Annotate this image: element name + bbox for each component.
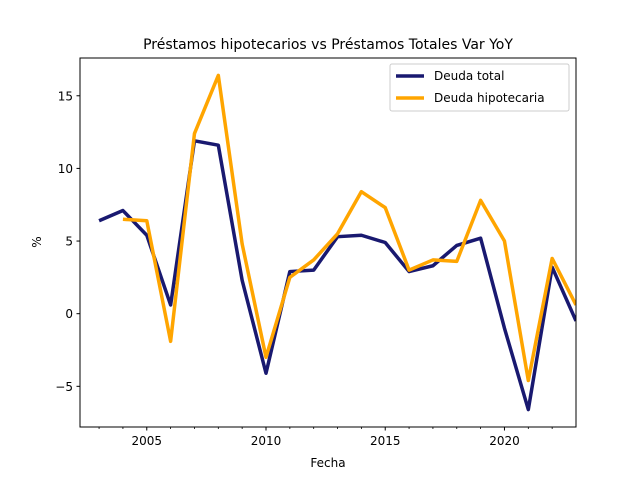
x-tick-label: 2020 — [489, 434, 520, 448]
data-point-deuda-total — [121, 209, 125, 213]
chart-title: Préstamos hipotecarios vs Préstamos Tota… — [143, 37, 513, 53]
y-tick-label: −5 — [55, 380, 73, 394]
series-layer — [97, 73, 576, 412]
data-point-deuda-hipotecaria — [264, 355, 268, 359]
plot-area-frame — [79, 57, 577, 428]
x-axis: 2005 2010 2015 2020 — [98, 427, 553, 448]
data-point-deuda-hipotecaria — [336, 232, 340, 236]
data-point-deuda-total — [312, 268, 316, 272]
series-line-deuda-hipotecaria — [122, 73, 576, 383]
legend-frame — [389, 63, 570, 112]
y-tick-label: 15 — [58, 89, 73, 103]
data-point-deuda-hipotecaria — [169, 339, 173, 343]
data-point-deuda-total — [455, 243, 459, 247]
data-point-deuda-hipotecaria — [288, 275, 292, 279]
data-point-deuda-total — [288, 270, 292, 274]
x-tick-label: 2005 — [131, 434, 162, 448]
data-point-deuda-hipotecaria — [431, 258, 435, 262]
data-point-deuda-hipotecaria — [240, 242, 244, 246]
data-point-deuda-total — [479, 236, 483, 240]
series-line-deuda-total — [98, 139, 576, 412]
x-tick-label: 2015 — [370, 434, 401, 448]
data-point-deuda-total — [359, 233, 363, 237]
data-point-deuda-hipotecaria — [216, 73, 220, 77]
y-axis-label: % — [30, 236, 44, 247]
x-tick-label: 2010 — [251, 434, 282, 448]
data-point-deuda-total — [216, 143, 220, 147]
y-tick-label: 5 — [65, 235, 73, 249]
data-point-deuda-hipotecaria — [455, 259, 459, 263]
data-point-deuda-hipotecaria — [359, 190, 363, 194]
data-point-deuda-hipotecaria — [550, 256, 554, 260]
legend: Deuda total Deuda hipotecaria — [389, 63, 570, 112]
data-point-deuda-total — [169, 303, 173, 307]
data-point-deuda-total — [431, 264, 435, 268]
data-point-deuda-total — [383, 241, 387, 245]
data-point-deuda-total — [97, 219, 101, 223]
data-point-deuda-total — [240, 278, 244, 282]
data-point-deuda-hipotecaria — [479, 198, 483, 202]
legend-label-deuda-total: Deuda total — [434, 69, 504, 83]
data-point-deuda-total — [526, 408, 530, 412]
y-tick-label: 0 — [65, 307, 73, 321]
data-point-deuda-hipotecaria — [502, 239, 506, 243]
data-point-deuda-hipotecaria — [312, 258, 316, 262]
legend-label-deuda-hipotecaria: Deuda hipotecaria — [434, 91, 545, 105]
data-point-deuda-hipotecaria — [145, 219, 149, 223]
y-axis: −5 0 5 10 15 — [55, 89, 80, 394]
data-point-deuda-hipotecaria — [383, 206, 387, 210]
data-point-deuda-hipotecaria — [121, 217, 125, 221]
data-point-deuda-hipotecaria — [407, 268, 411, 272]
data-point-deuda-hipotecaria — [526, 379, 530, 383]
data-point-deuda-total — [502, 326, 506, 330]
x-axis-label: Fecha — [310, 456, 345, 470]
y-tick-label: 10 — [58, 162, 73, 176]
data-point-deuda-total — [264, 371, 268, 375]
data-point-deuda-hipotecaria — [192, 132, 196, 136]
